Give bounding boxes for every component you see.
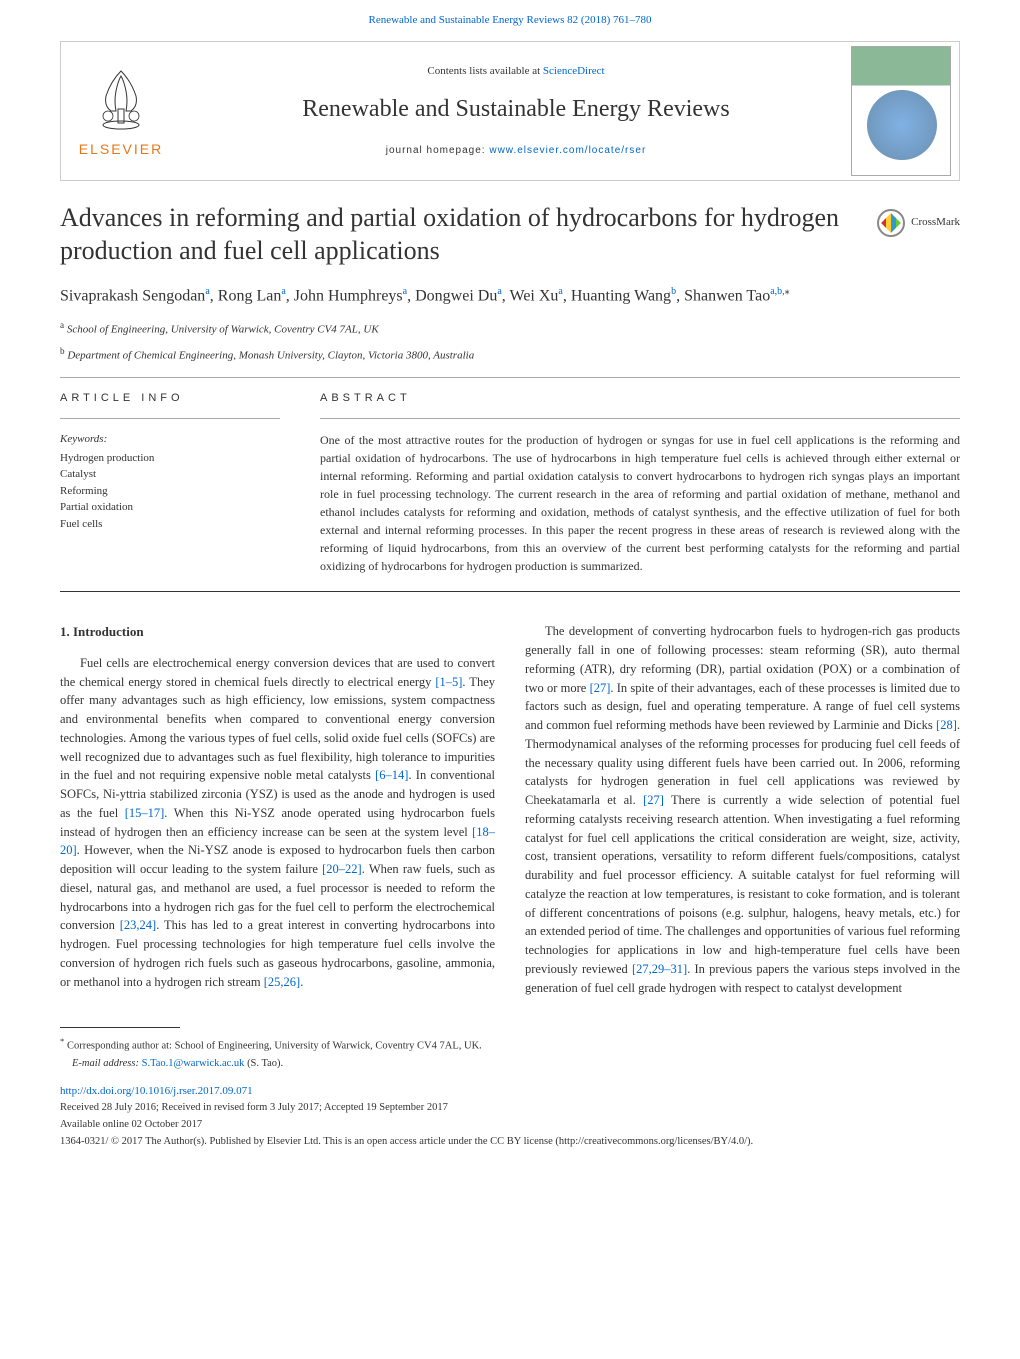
divider — [320, 418, 960, 419]
keywords-label: Keywords: — [60, 431, 280, 448]
contents-prefix: Contents lists available at — [427, 65, 542, 77]
available-date: Available online 02 October 2017 — [60, 1119, 202, 1130]
info-abstract-row: ARTICLE INFO Keywords: Hydrogen producti… — [60, 390, 960, 576]
publisher-logo: ELSEVIER — [61, 51, 181, 170]
footer-divider — [60, 1027, 180, 1028]
citation-link[interactable]: Renewable and Sustainable Energy Reviews… — [369, 14, 652, 26]
body-paragraph: The development of converting hydrocarbo… — [525, 622, 960, 997]
journal-cover-thumbnail — [851, 46, 951, 176]
affiliation-b: b Department of Chemical Engineering, Mo… — [60, 344, 960, 365]
crossmark-label: CrossMark — [911, 214, 960, 231]
body-paragraph: Fuel cells are electrochemical energy co… — [60, 654, 495, 992]
divider — [60, 377, 960, 378]
cover-globe-icon — [867, 90, 937, 160]
email-name: (S. Tao). — [247, 1058, 283, 1069]
divider — [60, 591, 960, 592]
column-left: 1. Introduction Fuel cells are electroch… — [60, 622, 495, 997]
corresponding-author: * Corresponding author at: School of Eng… — [60, 1034, 960, 1055]
footer: * Corresponding author at: School of Eng… — [60, 1027, 960, 1150]
article-info-heading: ARTICLE INFO — [60, 390, 280, 407]
copyright: 1364-0321/ © 2017 The Author(s). Publish… — [60, 1136, 753, 1147]
crossmark-icon — [877, 209, 905, 237]
citation-header: Renewable and Sustainable Energy Reviews… — [0, 0, 1020, 33]
doi-link[interactable]: http://dx.doi.org/10.1016/j.rser.2017.09… — [60, 1085, 253, 1097]
crossmark-badge[interactable]: CrossMark — [877, 209, 960, 237]
abstract: ABSTRACT One of the most attractive rout… — [320, 390, 960, 576]
journal-header-box: ELSEVIER Contents lists available at Sci… — [60, 41, 960, 181]
footer-bottom: http://dx.doi.org/10.1016/j.rser.2017.09… — [60, 1083, 960, 1151]
contents-available: Contents lists available at ScienceDirec… — [181, 63, 851, 80]
homepage-prefix: journal homepage: — [386, 145, 490, 156]
email-line: E-mail address: S.Tao.1@warwick.ac.uk (S… — [60, 1056, 960, 1073]
article-info: ARTICLE INFO Keywords: Hydrogen producti… — [60, 390, 280, 576]
divider — [60, 418, 280, 419]
keywords-list: Hydrogen productionCatalystReformingPart… — [60, 450, 280, 533]
header-center: Contents lists available at ScienceDirec… — [181, 63, 851, 159]
publisher-name: ELSEVIER — [79, 139, 163, 160]
authors-list: Sivaprakash Sengodana, Rong Lana, John H… — [60, 284, 960, 308]
homepage-link[interactable]: www.elsevier.com/locate/rser — [489, 145, 646, 156]
affiliation-a: a School of Engineering, University of W… — [60, 318, 960, 339]
journal-homepage: journal homepage: www.elsevier.com/locat… — [181, 143, 851, 158]
received-dates: Received 28 July 2016; Received in revis… — [60, 1102, 448, 1113]
intro-heading: 1. Introduction — [60, 622, 495, 642]
article-title: Advances in reforming and partial oxidat… — [60, 201, 857, 269]
email-label: E-mail address: — [72, 1058, 139, 1069]
sciencedirect-link[interactable]: ScienceDirect — [543, 65, 605, 77]
abstract-heading: ABSTRACT — [320, 390, 960, 407]
column-right: The development of converting hydrocarbo… — [525, 622, 960, 997]
body-columns: 1. Introduction Fuel cells are electroch… — [60, 622, 960, 997]
abstract-text: One of the most attractive routes for th… — [320, 431, 960, 575]
title-row: Advances in reforming and partial oxidat… — [60, 201, 960, 269]
journal-title: Renewable and Sustainable Energy Reviews — [181, 91, 851, 127]
elsevier-tree-icon — [86, 61, 156, 131]
email-link[interactable]: S.Tao.1@warwick.ac.uk — [142, 1058, 245, 1069]
